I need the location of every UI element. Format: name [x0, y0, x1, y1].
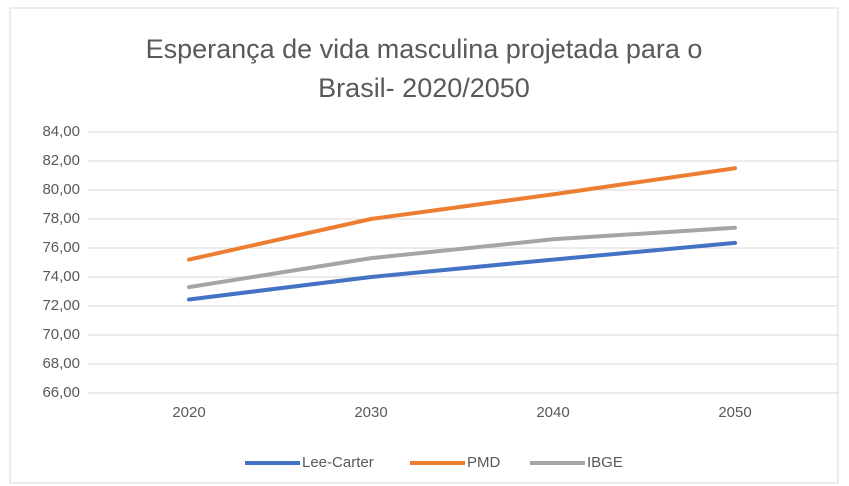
series-line — [187, 240, 737, 302]
x-tick-label: 2030 — [354, 404, 387, 421]
legend-label: IBGE — [587, 454, 623, 471]
legend-label: PMD — [467, 454, 501, 471]
legend-label: Lee-Carter — [302, 454, 374, 471]
y-tick-label: 84,00 — [42, 123, 80, 140]
y-tick-label: 68,00 — [42, 355, 80, 372]
y-tick-label: 70,00 — [42, 326, 80, 343]
series-line — [187, 166, 737, 262]
series-line — [187, 225, 737, 290]
y-tick-label: 66,00 — [42, 384, 80, 401]
y-tick-label: 74,00 — [42, 268, 80, 285]
y-tick-label: 78,00 — [42, 210, 80, 227]
x-tick-label: 2020 — [172, 404, 205, 421]
chart-title: Esperança de vida masculina projetada pa… — [145, 34, 703, 103]
x-tick-label: 2040 — [536, 404, 569, 421]
y-tick-label: 80,00 — [42, 181, 80, 198]
x-tick-label: 2050 — [718, 404, 751, 421]
y-tick-label: 82,00 — [42, 152, 80, 169]
y-tick-label: 72,00 — [42, 297, 80, 314]
y-tick-label: 76,00 — [42, 239, 80, 256]
